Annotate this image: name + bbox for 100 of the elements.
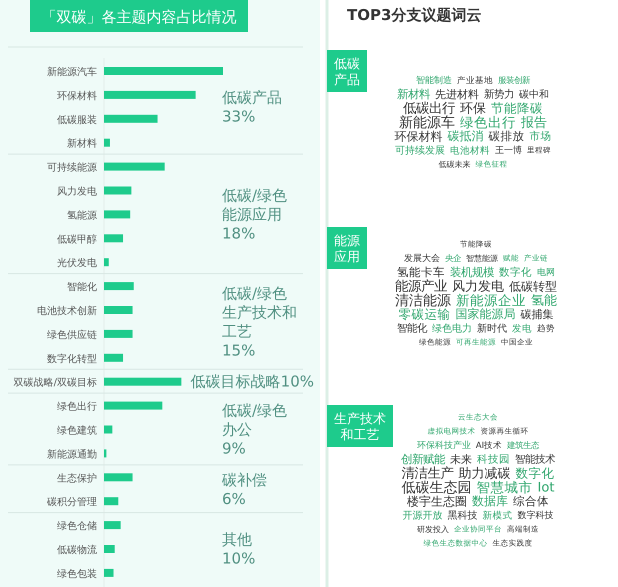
text: 碳排放 — [488, 129, 524, 144]
text: 低碳出行 — [403, 102, 455, 117]
bar — [104, 545, 115, 553]
text: 生产技术和工艺 — [334, 412, 386, 443]
text: 可持续发展 — [395, 144, 445, 157]
y-tick-label: 氢能源 — [67, 209, 97, 222]
y-tick-label: 电池技术创新 — [37, 305, 97, 317]
y-tick-label: 绿色仓储 — [57, 520, 97, 532]
text: 电池材料 — [450, 144, 490, 156]
bar — [104, 378, 182, 386]
text: 研发投入 — [417, 524, 449, 534]
text: 智慧能源 — [466, 254, 498, 263]
text: 环保科技产业 — [416, 440, 471, 452]
y-tick-label: 绿色包装 — [57, 568, 97, 580]
bar — [104, 521, 121, 530]
text: 建筑生态 — [506, 440, 540, 450]
bar — [104, 114, 158, 123]
text: 黑科技 — [448, 509, 478, 522]
y-tick-label: 光伏发电 — [57, 257, 97, 270]
bar — [104, 138, 110, 147]
bar — [104, 426, 112, 434]
text: 低碳/绿色能源应用18% — [222, 186, 288, 242]
text: 绿色出行 — [460, 114, 516, 131]
y-tick-label: 低碳服装 — [57, 114, 97, 126]
bar — [104, 90, 196, 99]
text: 新模式 — [482, 509, 512, 522]
text: 科技园 — [477, 452, 510, 466]
bar — [104, 497, 118, 506]
text: 新能源企业 — [456, 292, 526, 309]
text: 趋势 — [537, 323, 555, 334]
text: 新势力 — [484, 88, 514, 101]
text: 数字化 — [516, 465, 554, 480]
y-tick-label: 绿色建筑 — [57, 424, 97, 436]
text: 数字科技 — [518, 510, 554, 522]
text: 低碳未来 — [438, 160, 470, 169]
bar — [104, 67, 223, 75]
bar — [104, 186, 132, 194]
series-label: 低碳产品33% — [222, 88, 282, 126]
y-tick-label: 碳积分管理 — [46, 496, 97, 508]
y-tick-label: 低碳甲醇 — [57, 233, 97, 246]
text: 低碳转型 — [509, 279, 557, 294]
text: 智能化 — [397, 322, 427, 335]
text: 环保 — [460, 101, 486, 116]
y-tick-label: 绿色出行 — [57, 400, 97, 413]
text: 电网 — [537, 267, 555, 278]
text: 未来 — [450, 452, 472, 466]
y-tick-label: 低碳物流 — [57, 544, 97, 556]
chart-title: 「双碳」各主题内容占比情况 — [42, 8, 236, 26]
text: 数字化 — [499, 266, 532, 279]
text: 服装创新 — [498, 74, 530, 85]
text: 新时代 — [477, 322, 507, 334]
bar — [104, 330, 133, 338]
text: 环保材料 — [394, 129, 442, 144]
text: 发展大会 — [404, 253, 440, 264]
text: 能源应用 — [334, 234, 360, 265]
text: 新能源车 — [399, 114, 455, 131]
text: 零碳运输 — [398, 306, 450, 322]
text: AI技术 — [476, 440, 502, 452]
text: 低碳产品 — [334, 57, 360, 88]
text: 报告 — [520, 116, 547, 131]
text: 综合体 — [513, 494, 549, 508]
bar — [104, 258, 109, 266]
text: 产业基地 — [457, 75, 493, 86]
text: 氢能卡车 — [397, 265, 445, 280]
text: 助力减碳 — [458, 466, 510, 482]
text: 清洁生产 — [402, 466, 454, 482]
text: 王一博 — [495, 145, 522, 156]
text: 绿色电力 — [432, 322, 472, 335]
text: 碳补偿6% — [221, 470, 267, 508]
y-tick-label: 新能源通勤 — [47, 448, 97, 460]
bar — [104, 210, 130, 218]
y-tick-label: 生态保护 — [57, 472, 97, 484]
text: 央企 — [445, 252, 461, 263]
bar — [104, 354, 124, 362]
text: 数据库 — [472, 494, 508, 508]
y-tick-label: 智能化 — [67, 281, 97, 294]
text: 先进材料 — [435, 88, 479, 101]
y-tick-label: 可持续能源 — [47, 162, 97, 174]
text: 智能制造 — [416, 75, 452, 86]
series-label: 低碳目标战略10% — [190, 372, 314, 391]
text: 低碳/绿色生产技术和工艺15% — [222, 284, 297, 360]
y-tick-label: 环保材料 — [57, 90, 97, 102]
text: 其他10% — [222, 530, 256, 568]
text: 碳抵消 — [446, 129, 484, 144]
text: 楼宇生态圈 — [407, 494, 467, 508]
text: 能源产业 — [395, 280, 447, 295]
text: 国家能源局 — [456, 307, 516, 322]
text: 低碳/绿色办公9% — [222, 402, 288, 458]
y-tick-label: 双碳战略/双碳目标 — [14, 376, 97, 389]
text: 智慧城市 — [476, 480, 532, 496]
y-tick-label: 数字化转型 — [47, 352, 97, 365]
text: 开源开放 — [402, 510, 442, 522]
text: 碳中和 — [518, 88, 549, 100]
bar — [104, 473, 133, 482]
text: 碳捕集 — [520, 308, 554, 321]
text: 发电 — [512, 322, 532, 334]
y-tick-label: 风力发电 — [57, 186, 97, 198]
y-tick-label: 绿色供应链 — [47, 328, 97, 341]
text: 氢能 — [531, 294, 557, 309]
bar — [104, 162, 165, 171]
